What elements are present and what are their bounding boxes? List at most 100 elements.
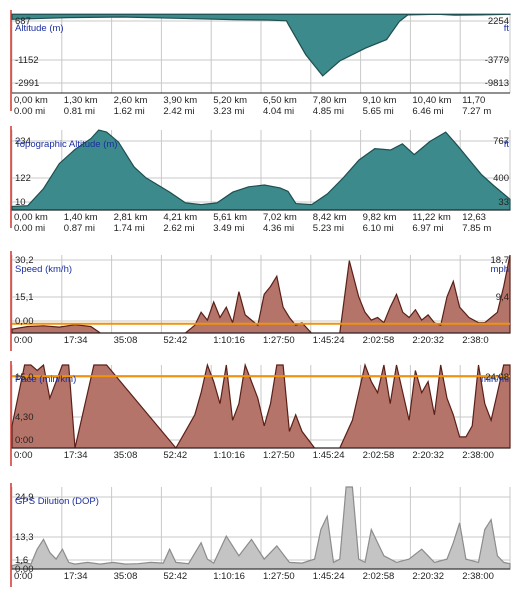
x-tick-label: 0,00 km xyxy=(14,212,48,223)
series-title: Topographic Altitude (m) xyxy=(15,139,117,150)
x-tick-label: 2:20:32 xyxy=(412,571,444,582)
x-tick-label: 6.97 mi xyxy=(412,223,443,234)
y-tick-label: 122 xyxy=(15,173,31,184)
x-tick-label: 2:02:58 xyxy=(363,335,395,346)
x-tick-label: 52:42 xyxy=(163,571,187,582)
x-tick-label: 4,21 km xyxy=(163,212,197,223)
x-tick-label: 17:34 xyxy=(64,335,88,346)
y2-unit: min/mi xyxy=(481,374,509,385)
chart-panel xyxy=(10,361,511,466)
x-tick-label: 5,20 km xyxy=(213,95,247,106)
x-tick-label: 4.85 mi xyxy=(313,106,344,117)
y2-tick-label: 9,4 xyxy=(496,292,509,303)
y2-tick-label: 33 xyxy=(498,197,509,208)
x-tick-label: 52:42 xyxy=(163,450,187,461)
y2-tick-label: 24:08 xyxy=(485,372,509,383)
series-area xyxy=(11,486,511,570)
x-tick-label: 8,42 km xyxy=(313,212,347,223)
x-tick-label: 3.23 mi xyxy=(213,106,244,117)
x-tick-label: 2:38:0 xyxy=(462,335,488,346)
x-tick-label: 5.65 mi xyxy=(363,106,394,117)
x-tick-label: 1.62 mi xyxy=(114,106,145,117)
x-tick-label: 4.36 mi xyxy=(263,223,294,234)
x-tick-label: 0.87 mi xyxy=(64,223,95,234)
y2-unit: ft xyxy=(504,139,510,150)
y-tick-label: 687 xyxy=(15,16,31,27)
x-tick-label: 2:20:32 xyxy=(412,335,444,346)
x-tick-label: 0.00 mi xyxy=(14,223,45,234)
x-tick-label: 3,90 km xyxy=(163,95,197,106)
x-tick-label: 12,63 xyxy=(462,212,486,223)
y2-tick-label: -3779 xyxy=(485,55,509,66)
x-tick-label: 6.10 mi xyxy=(363,223,394,234)
x-tick-label: 2:38:00 xyxy=(462,450,494,461)
x-tick-label: 5,61 km xyxy=(213,212,247,223)
x-tick-label: 1:27:50 xyxy=(263,450,295,461)
x-tick-label: 4.04 mi xyxy=(263,106,294,117)
x-tick-label: 1:45:24 xyxy=(313,335,345,346)
x-tick-label: 1.74 mi xyxy=(114,223,145,234)
x-tick-label: 10,40 km xyxy=(412,95,451,106)
x-tick-label: 35:08 xyxy=(114,335,138,346)
chart-panel xyxy=(10,251,511,351)
y-tick-label: 24,9 xyxy=(15,492,34,503)
x-tick-label: 0:00 xyxy=(14,571,33,582)
x-tick-label: 52:42 xyxy=(163,335,187,346)
y-tick-label: 4,30 xyxy=(15,412,34,423)
x-tick-label: 9,10 km xyxy=(363,95,397,106)
y2-tick-label: 767 xyxy=(493,136,509,147)
x-tick-label: 0:00 xyxy=(14,335,33,346)
y-tick-label: 10 xyxy=(15,197,26,208)
x-tick-label: 0.81 mi xyxy=(64,106,95,117)
x-tick-label: 0,00 km xyxy=(14,95,48,106)
x-tick-label: 35:08 xyxy=(114,450,138,461)
x-tick-label: 2:02:58 xyxy=(363,450,395,461)
x-tick-label: 9,82 km xyxy=(363,212,397,223)
series-area xyxy=(11,129,511,211)
x-tick-label: 17:34 xyxy=(64,450,88,461)
chart-panel xyxy=(10,126,511,228)
x-tick-label: 7.85 m xyxy=(462,223,491,234)
series-area xyxy=(11,13,511,77)
x-tick-label: 7,80 km xyxy=(313,95,347,106)
x-tick-label: 1:45:24 xyxy=(313,571,345,582)
x-tick-label: 6,50 km xyxy=(263,95,297,106)
x-tick-label: 1:45:24 xyxy=(313,450,345,461)
x-tick-label: 2.62 mi xyxy=(163,223,194,234)
series-title: Pace (min/km) xyxy=(15,374,76,385)
y-tick-label: 234 xyxy=(15,136,31,147)
y2-tick-label: -9813 xyxy=(485,78,509,89)
y2-unit: ft xyxy=(504,23,510,34)
x-tick-label: 1,40 km xyxy=(64,212,98,223)
x-tick-label: 0.00 mi xyxy=(14,106,45,117)
x-tick-label: 2:38:00 xyxy=(462,571,494,582)
x-tick-label: 1,30 km xyxy=(64,95,98,106)
y2-tick-label: 18,7 xyxy=(491,255,510,266)
series-title: Altitude (m) xyxy=(15,23,64,34)
x-tick-label: 2:20:32 xyxy=(412,450,444,461)
x-tick-label: 1:10:16 xyxy=(213,571,245,582)
x-tick-label: 1:10:16 xyxy=(213,450,245,461)
x-tick-label: 17:34 xyxy=(64,571,88,582)
x-tick-label: 2,81 km xyxy=(114,212,148,223)
chart-panel xyxy=(10,483,511,587)
y-tick-label: 1,6 xyxy=(15,555,28,566)
x-tick-label: 1:27:50 xyxy=(263,571,295,582)
x-tick-label: 5.23 mi xyxy=(313,223,344,234)
series-area xyxy=(11,362,511,450)
y-tick-label: 15,0 xyxy=(15,372,34,383)
y-tick-label: 0,00 xyxy=(15,564,34,575)
y2-unit: mph xyxy=(491,264,509,275)
series-title: GPS Dilution (DOP) xyxy=(15,496,99,507)
x-tick-label: 1:27:50 xyxy=(263,335,295,346)
y-tick-label: -2991 xyxy=(15,78,39,89)
x-tick-label: 0:00 xyxy=(14,450,33,461)
x-tick-label: 35:08 xyxy=(114,571,138,582)
x-tick-label: 11,70 xyxy=(462,95,485,106)
x-tick-label: 11,22 km xyxy=(412,212,450,223)
x-tick-label: 6.46 mi xyxy=(412,106,443,117)
x-tick-label: 1:10:16 xyxy=(213,335,245,346)
y2-tick-label: 2254 xyxy=(488,16,509,27)
x-tick-label: 7,02 km xyxy=(263,212,297,223)
